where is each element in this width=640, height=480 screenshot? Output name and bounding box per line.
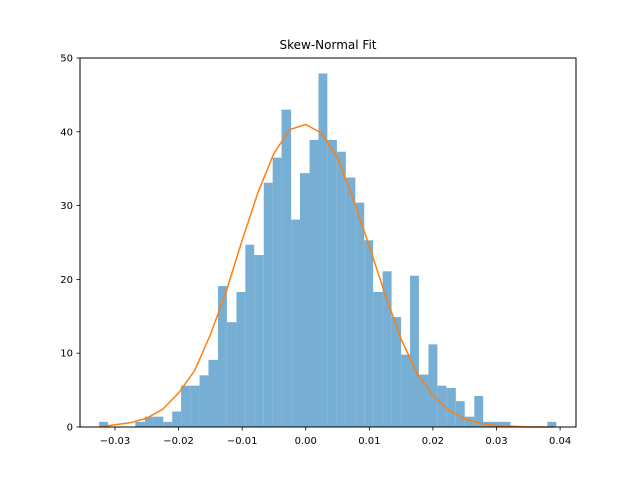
histogram-bar (291, 219, 301, 427)
y-tick-label: 10 (60, 349, 73, 360)
histogram-bar (345, 177, 356, 427)
histogram-bar (391, 317, 402, 427)
histogram-bar (281, 109, 292, 427)
histogram-bar (492, 421, 502, 427)
histogram-bar (382, 271, 392, 427)
histogram-bar (208, 359, 218, 427)
x-tick-label: 0.04 (549, 436, 571, 447)
y-tick-label: 30 (60, 201, 73, 212)
y-axis: 0 10 20 30 40 50 (60, 54, 80, 434)
histogram-bar (401, 354, 411, 427)
fit-curve-line (98, 123, 554, 428)
histogram-bar (428, 344, 438, 427)
histogram-bar (373, 291, 383, 427)
x-tick-label: 0.02 (422, 436, 444, 447)
y-tick-label: 40 (60, 127, 73, 138)
histogram-bar (318, 73, 328, 428)
histogram-bar (336, 151, 346, 427)
x-tick-label: −0.02 (163, 436, 194, 447)
x-axis: −0.03 −0.02 −0.01 0.00 0.01 0.02 0.03 0.04 (100, 427, 571, 447)
chart-title: Skew-Normal Fit (280, 38, 377, 52)
histogram-bar (263, 182, 273, 427)
histogram-bar (455, 401, 465, 427)
histogram-bar (547, 421, 557, 427)
histogram-bar (364, 240, 374, 427)
histogram-bar (501, 421, 511, 427)
x-tick-label: −0.01 (227, 436, 258, 447)
histogram-bar (410, 275, 419, 427)
histogram-bar (254, 255, 264, 427)
histogram-bar (300, 173, 310, 427)
histogram-bar (190, 385, 200, 427)
y-tick-label: 20 (60, 275, 73, 286)
histogram-bar (327, 139, 337, 427)
histogram-bar (163, 421, 173, 427)
histogram-bar (418, 374, 429, 427)
plot-frame (79, 57, 577, 428)
fit-curve-layer (98, 123, 554, 428)
histogram-bar (153, 416, 164, 427)
histogram-bar (236, 291, 246, 427)
x-tick-label: 0.03 (485, 436, 507, 447)
histogram-bar (181, 385, 191, 427)
histogram-bar (245, 244, 255, 427)
x-tick-label: 0.01 (358, 436, 380, 447)
y-tick-label: 0 (67, 423, 73, 434)
histogram-bar (172, 411, 182, 427)
y-tick-label: 50 (60, 54, 73, 65)
histogram-bar (309, 139, 319, 427)
histogram-bar (135, 421, 145, 427)
histogram-bar (272, 157, 282, 427)
histogram-bar (226, 322, 237, 427)
histogram-bar (217, 286, 227, 427)
histogram-bars (99, 73, 557, 428)
x-tick-label: −0.03 (100, 436, 131, 447)
histogram-bar (144, 416, 154, 427)
histogram-bar (199, 375, 209, 427)
histogram-bar (355, 202, 365, 427)
histogram-bar (99, 421, 108, 427)
histogram-bar (437, 385, 447, 427)
histogram-bar (474, 396, 484, 427)
histogram-bar (446, 387, 456, 427)
x-tick-label: 0.00 (295, 436, 317, 447)
histogram-bar (464, 416, 475, 427)
